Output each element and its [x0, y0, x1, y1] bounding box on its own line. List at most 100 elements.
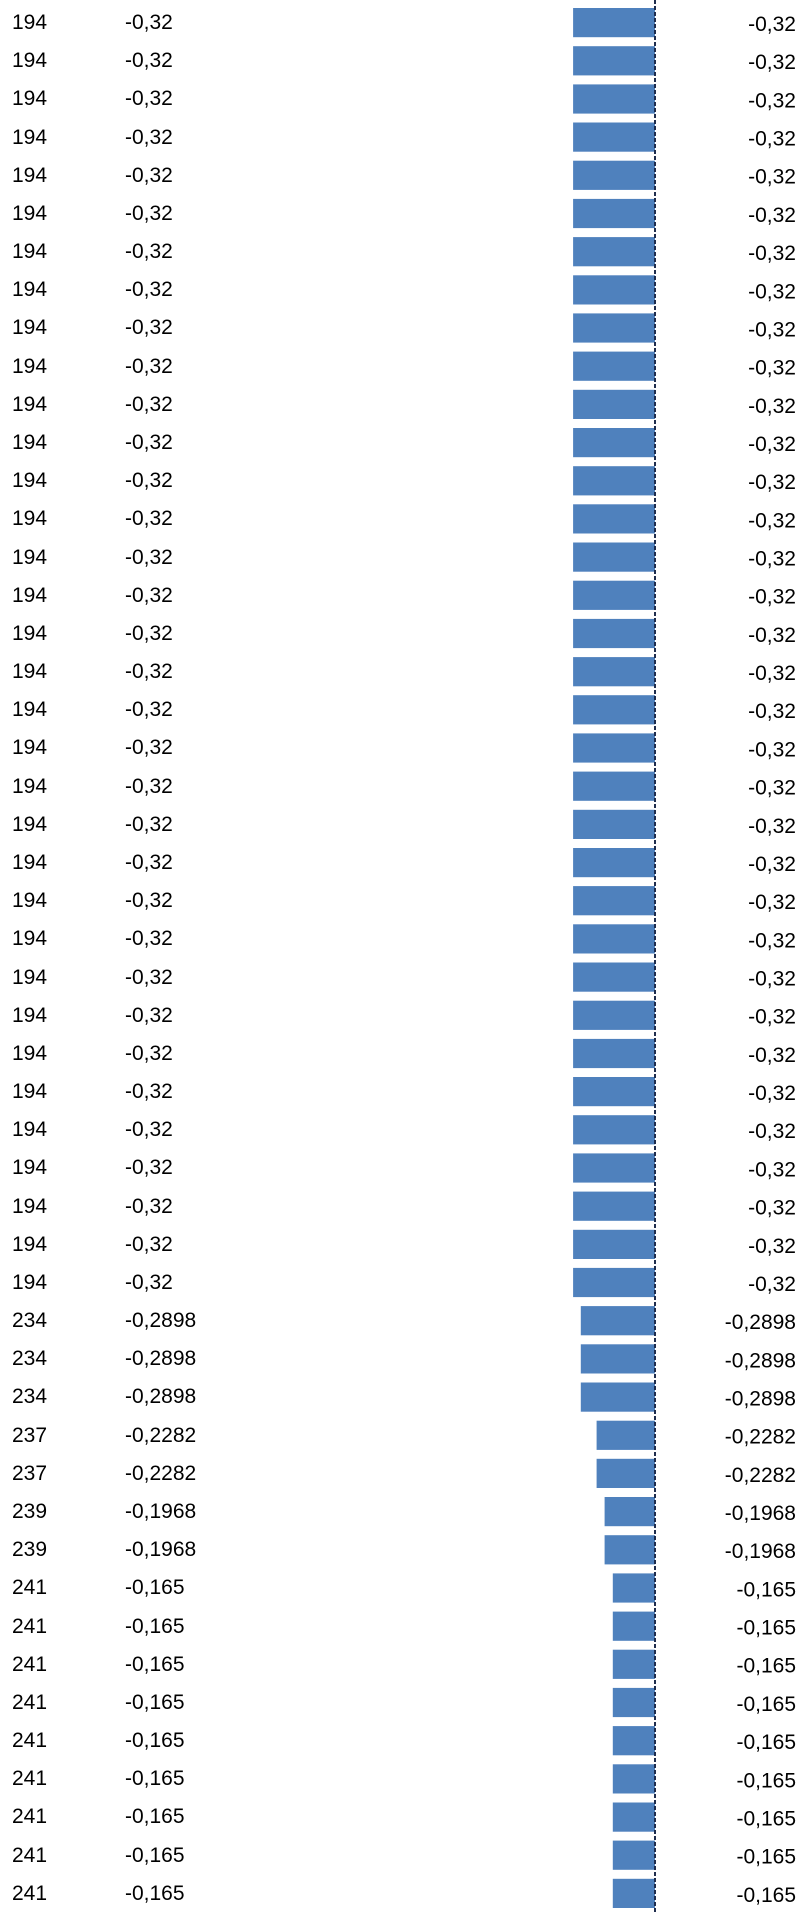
- bar: [580, 1306, 655, 1336]
- row-value-cell: -0,32: [125, 1270, 173, 1294]
- row-value-cell: -0,32: [125, 927, 173, 951]
- row-id-cell: 194: [12, 87, 48, 111]
- bar-data-label: -0,32: [748, 128, 796, 151]
- row-id-cell: 194: [12, 392, 48, 416]
- row-value-cell: -0,32: [125, 316, 173, 340]
- row-id-cell: 194: [12, 469, 48, 493]
- bar: [596, 1420, 655, 1450]
- row-value-cell: -0,165: [125, 1614, 185, 1638]
- row-id-cell: 194: [12, 965, 48, 989]
- row-id-cell: 239: [12, 1500, 48, 1524]
- bar: [573, 275, 655, 305]
- row-value-cell: -0,32: [125, 125, 173, 149]
- bar-data-label: -0,32: [748, 1273, 796, 1296]
- row-id-cell: 237: [12, 1461, 48, 1485]
- row-id-cell: 241: [12, 1729, 48, 1753]
- row-id-cell: 194: [12, 850, 48, 874]
- bar: [612, 1802, 655, 1832]
- bar: [612, 1611, 655, 1641]
- bar: [573, 428, 655, 458]
- row-value-cell: -0,32: [125, 49, 173, 73]
- row-id-cell: 194: [12, 545, 48, 569]
- row-id-cell: 194: [12, 1232, 48, 1256]
- row-value-cell: -0,32: [125, 850, 173, 874]
- bar: [604, 1535, 655, 1565]
- row-value-cell: -0,2898: [125, 1385, 197, 1409]
- row-value-cell: -0,32: [125, 545, 173, 569]
- row-value-cell: -0,32: [125, 1232, 173, 1256]
- row-value-cell: -0,165: [125, 1843, 185, 1867]
- row-value-cell: -0,32: [125, 87, 173, 111]
- row-id-cell: 194: [12, 430, 48, 454]
- bar: [573, 8, 655, 38]
- bar-data-label: -0,32: [748, 777, 796, 800]
- bar-data-label: -0,32: [748, 509, 796, 532]
- bar-data-label: -0,2282: [725, 1464, 796, 1487]
- row-value-cell: -0,32: [125, 11, 173, 34]
- bar-data-label: -0,32: [748, 624, 796, 647]
- bar: [573, 160, 655, 190]
- bar-data-label: -0,32: [748, 815, 796, 838]
- row-id-cell: 241: [12, 1881, 48, 1905]
- row-value-cell: -0,2282: [125, 1461, 197, 1485]
- bar-data-label: -0,32: [748, 1158, 796, 1181]
- row-id-cell: 194: [12, 354, 48, 378]
- bar: [573, 695, 655, 725]
- row-value-cell: -0,32: [125, 469, 173, 493]
- row-id-cell: 194: [12, 698, 48, 722]
- row-value-cell: -0,32: [125, 965, 173, 989]
- row-id-cell: 194: [12, 278, 48, 302]
- bar-data-label: -0,1968: [725, 1540, 796, 1563]
- bar-data-label: -0,165: [736, 1578, 796, 1601]
- row-value-cell: -0,2898: [125, 1309, 197, 1333]
- row-value-cell: -0,32: [125, 1118, 173, 1142]
- bar-data-label: -0,32: [748, 280, 796, 303]
- bar: [612, 1726, 655, 1756]
- row-value-cell: -0,165: [125, 1576, 185, 1600]
- bar: [573, 1038, 655, 1069]
- bar-data-label: -0,32: [748, 700, 796, 723]
- bar-data-label: -0,32: [748, 318, 796, 341]
- row-id-cell: 194: [12, 1118, 48, 1142]
- row-value-cell: -0,2898: [125, 1347, 197, 1371]
- row-id-cell: 194: [12, 49, 48, 73]
- row-value-cell: -0,32: [125, 889, 173, 913]
- row-value-cell: -0,165: [125, 1690, 185, 1714]
- row-value-cell: -0,32: [125, 698, 173, 722]
- row-id-cell: 194: [12, 660, 48, 684]
- row-value-cell: -0,1968: [125, 1538, 197, 1562]
- row-id-cell: 241: [12, 1805, 48, 1829]
- row-id-cell: 194: [12, 774, 48, 798]
- bar: [573, 237, 655, 267]
- bar: [573, 1115, 655, 1145]
- row-value-cell: -0,165: [125, 1767, 185, 1791]
- row-id-cell: 194: [12, 201, 48, 225]
- row-id-cell: 194: [12, 507, 48, 531]
- bar: [604, 1497, 655, 1527]
- bar: [573, 848, 655, 878]
- row-id-cell: 194: [12, 125, 48, 149]
- bar-data-label: -0,2898: [725, 1311, 796, 1334]
- row-id-cell: 194: [12, 163, 48, 187]
- bar: [573, 466, 655, 496]
- bar-data-label: -0,32: [748, 968, 796, 991]
- bar: [573, 771, 655, 801]
- row-id-cell: 194: [12, 11, 48, 34]
- bar-data-label: -0,32: [748, 548, 796, 571]
- bar: [573, 389, 655, 419]
- bar: [573, 351, 655, 381]
- row-id-cell: 234: [12, 1309, 48, 1333]
- row-value-cell: -0,32: [125, 1156, 173, 1180]
- row-value-cell: -0,32: [125, 812, 173, 836]
- bar-data-label: -0,2898: [725, 1388, 796, 1411]
- row-id-cell: 194: [12, 1003, 48, 1027]
- row-value-cell: -0,165: [125, 1805, 185, 1829]
- row-value-cell: -0,165: [125, 1729, 185, 1753]
- bar-data-label: -0,32: [748, 1235, 796, 1258]
- bar-data-label: -0,165: [736, 1884, 796, 1907]
- bar: [573, 1191, 655, 1221]
- bar: [573, 313, 655, 343]
- bar-data-label: -0,32: [748, 395, 796, 418]
